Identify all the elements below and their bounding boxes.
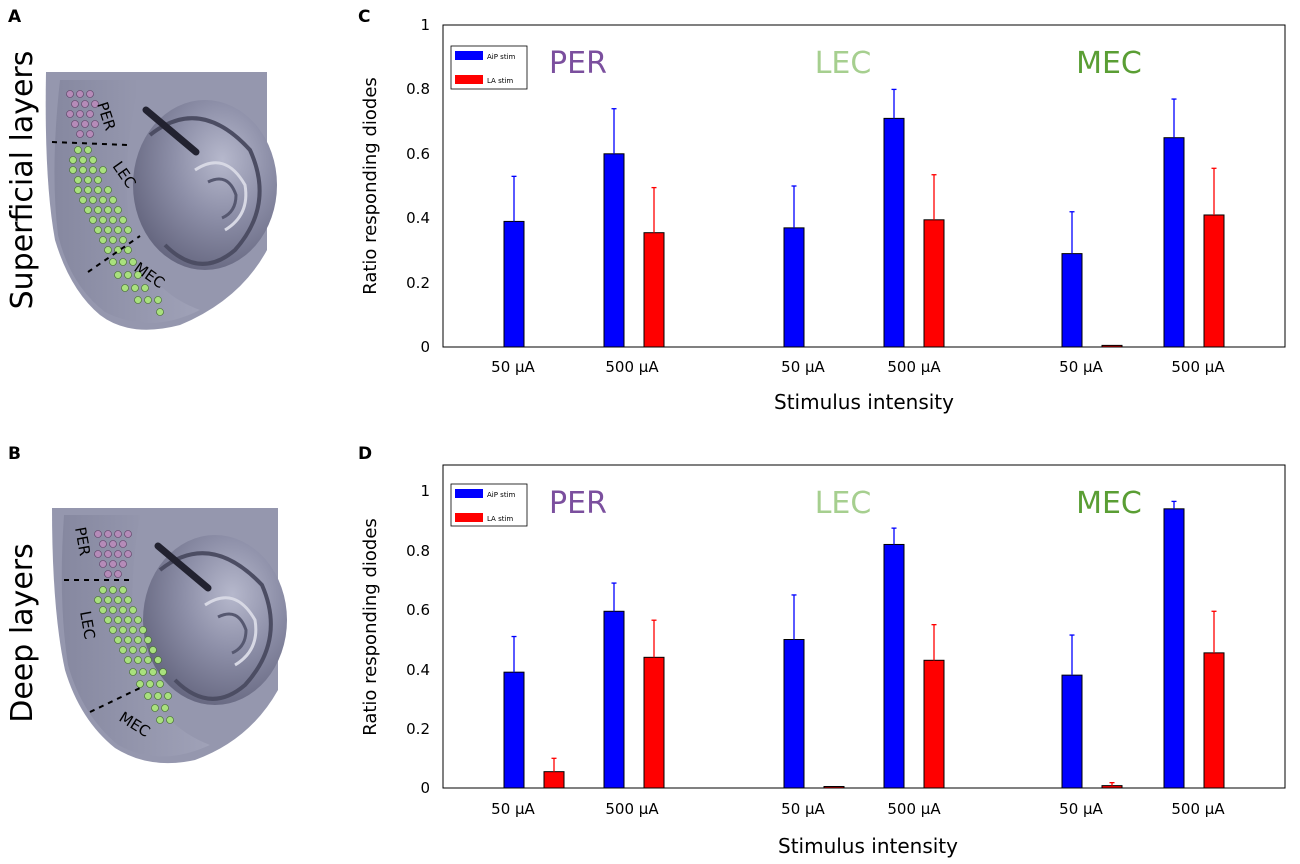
chart-c: C 0 0.2 0.4 0.6 0.8 1 Ratio responding d…	[358, 7, 1286, 414]
plot-frame	[442, 464, 1286, 789]
category-label: 50 μA	[781, 800, 825, 818]
category-label: 500 μA	[605, 800, 659, 818]
y-tick-label: 0.8	[406, 80, 430, 98]
y-tick-label: 1	[420, 482, 430, 500]
x-axis-label: Stimulus intensity	[778, 834, 958, 858]
category-label: 500 μA	[887, 358, 941, 376]
side-label-deep: Deep layers	[5, 543, 40, 723]
bar-la	[643, 656, 665, 789]
brain-slice-superficial-image: PER LEC MEC	[45, 72, 277, 330]
y-tick-label: 0.2	[406, 720, 430, 738]
y-tick-label: 1	[420, 16, 430, 34]
legend: AiP stim LA stim	[450, 45, 528, 90]
bar-aip	[883, 543, 905, 789]
y-tick-label: 0	[420, 779, 430, 797]
bar-aip	[603, 610, 625, 789]
diode-grid-per-deep	[94, 530, 132, 578]
legend-swatch-aip	[455, 489, 483, 498]
category-label: 50 μA	[1059, 358, 1103, 376]
bar-aip	[783, 639, 805, 789]
bar-aip	[1163, 137, 1185, 348]
panel-letter-b: B	[8, 444, 21, 464]
brain-slice-deep-image: PER LEC MEC	[52, 508, 287, 764]
bar-la	[543, 771, 565, 789]
bar-la	[923, 659, 945, 789]
y-ticks: 0 0.2 0.4 0.6 0.8 1	[406, 16, 430, 356]
bar-la	[1101, 785, 1123, 789]
bar-aip	[603, 153, 625, 348]
bar-aip	[1061, 253, 1083, 348]
bar-aip	[503, 220, 525, 348]
y-tick-label: 0.6	[406, 601, 430, 619]
category-label: 500 μA	[1171, 358, 1225, 376]
bar-aip	[783, 227, 805, 348]
y-tick-label: 0	[420, 338, 430, 356]
panel-letter-c: C	[358, 7, 370, 27]
legend: AiP stim LA stim	[450, 483, 528, 527]
bar-la	[923, 219, 945, 348]
y-axis-label: Ratio responding diodes	[360, 518, 381, 736]
diode-grid-per	[66, 90, 99, 138]
y-tick-label: 0.4	[406, 661, 430, 679]
bar-la	[1203, 652, 1225, 789]
legend-label-la: LA stim	[487, 515, 513, 523]
bar-aip	[503, 671, 525, 789]
group-label-per: PER	[549, 46, 607, 81]
bars	[503, 88, 1225, 348]
group-label-lec: LEC	[815, 46, 872, 81]
bars	[503, 500, 1225, 789]
diode-grid-ec-deep	[94, 586, 174, 724]
panel-b: B Deep layers	[5, 444, 287, 764]
region-label-lec-deep: LEC	[76, 610, 99, 641]
plot-frame	[442, 24, 1286, 348]
x-axis-label: Stimulus intensity	[774, 390, 954, 414]
y-axis-label: Ratio responding diodes	[360, 77, 381, 295]
panel-letter-a: A	[8, 7, 22, 27]
category-labels: 50 μA 500 μA 50 μA 500 μA 50 μA 500 μA	[491, 358, 1225, 376]
y-tick-label: 0.4	[406, 209, 430, 227]
legend-swatch-la	[455, 75, 483, 84]
y-tick-label: 0.6	[406, 145, 430, 163]
category-label: 500 μA	[887, 800, 941, 818]
legend-label-aip: AiP stim	[487, 53, 516, 61]
y-ticks: 0 0.2 0.4 0.6 0.8 1	[406, 482, 430, 797]
diode-grid-ec	[69, 146, 164, 316]
bar-aip	[883, 117, 905, 348]
category-label: 500 μA	[1171, 800, 1225, 818]
group-label-mec: MEC	[1076, 46, 1142, 81]
y-tick-label: 0.2	[406, 274, 430, 292]
bar-aip	[1163, 508, 1185, 789]
category-label: 50 μA	[491, 800, 535, 818]
region-label-per-deep: PER	[71, 526, 94, 558]
group-label-lec: LEC	[815, 486, 872, 521]
chart-d: D 0 0.2 0.4 0.6 0.8 1 Ratio responding d…	[358, 444, 1286, 858]
group-labels: PER LEC MEC	[549, 486, 1142, 521]
bar-la	[1101, 344, 1123, 348]
legend-swatch-la	[455, 513, 483, 522]
bar-la	[643, 232, 665, 348]
bar-la	[1203, 214, 1225, 348]
group-label-per: PER	[549, 486, 607, 521]
y-tick-label: 0.8	[406, 542, 430, 560]
side-label-superficial: Superficial layers	[5, 51, 40, 310]
group-labels: PER LEC MEC	[549, 46, 1142, 81]
category-labels: 50 μA 500 μA 50 μA 500 μA 50 μA 500 μA	[491, 800, 1225, 818]
category-label: 500 μA	[605, 358, 659, 376]
category-label: 50 μA	[781, 358, 825, 376]
legend-swatch-aip	[455, 51, 483, 60]
group-label-mec: MEC	[1076, 486, 1142, 521]
panel-letter-d: D	[358, 444, 372, 464]
category-label: 50 μA	[491, 358, 535, 376]
legend-label-aip: AiP stim	[487, 491, 516, 499]
bar-la	[823, 786, 845, 789]
category-label: 50 μA	[1059, 800, 1103, 818]
bar-aip	[1061, 674, 1083, 789]
legend-label-la: LA stim	[487, 77, 513, 85]
panel-a: A Superficial layers	[5, 7, 277, 330]
